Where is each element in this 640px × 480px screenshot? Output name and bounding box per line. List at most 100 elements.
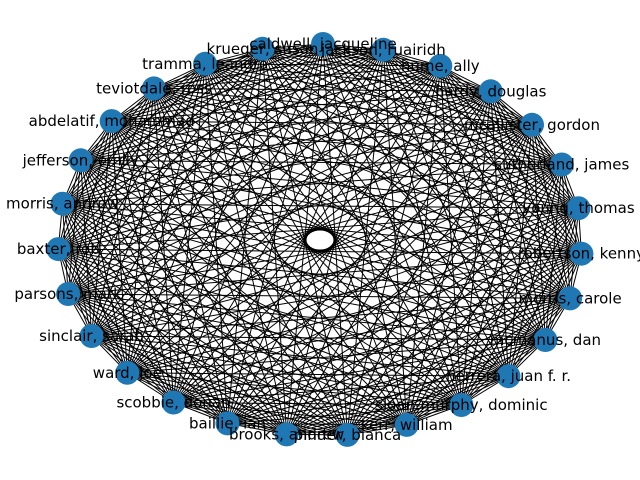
edge [262,48,562,165]
edge [68,293,571,299]
edge [346,124,533,436]
edge [67,293,228,424]
edge [561,164,571,299]
edge [57,120,113,250]
edge [67,293,174,403]
node-label: kerr, william [361,416,453,434]
edge [322,43,491,92]
edge [111,43,324,122]
node-label: krueger, susan [207,40,319,58]
edge [111,120,288,435]
edge [153,88,228,424]
graph-node [215,411,240,436]
node-label: teviotdale, ross [96,79,212,97]
edge [153,43,324,89]
edge [67,160,82,295]
graph-node [311,32,335,56]
edge [153,49,384,89]
node-label: morris, andrew [6,195,119,213]
edge [204,63,582,255]
edge [80,160,93,337]
edge [57,63,206,250]
edge [322,43,571,299]
edge [58,124,533,250]
edge [57,248,128,374]
edge [262,48,509,377]
edge [262,48,288,435]
graph-node [533,328,558,352]
edge [153,87,546,341]
edge [62,203,407,426]
node-label: ward, joe [93,364,162,382]
edge [57,43,324,250]
node-label: parsons, mark [14,285,122,303]
edge [67,63,206,295]
graph-node [50,191,75,216]
edge [262,48,582,255]
graph-node [558,286,583,311]
node-label: young, thomas [522,199,634,217]
edge [80,159,509,377]
edge [58,248,462,406]
edge [57,48,263,250]
edge [204,63,348,436]
edge [227,404,462,424]
edge [62,164,562,205]
edge [204,63,546,341]
graph-node [520,112,544,137]
node-label: hardy, douglas [435,82,547,100]
node-label: hume, ally [401,57,480,75]
edge [322,43,563,165]
node-label: sinclair, sarah [39,327,144,345]
edge [80,159,348,436]
edge [91,253,582,337]
edge [126,63,206,373]
edge [111,120,562,165]
edge [322,43,462,406]
node-label: pinder, bianca [294,426,401,444]
graph-node [250,36,275,61]
graph-node [115,360,140,385]
edge [127,372,348,436]
edge [111,120,408,426]
edge [91,65,441,337]
edge [62,203,287,435]
graph-node [141,76,166,101]
node-label: tramma, leandro [142,55,268,73]
edge [80,159,579,209]
edge [57,88,155,250]
edge [382,49,408,425]
edge [111,120,582,255]
node-layer [46,32,594,447]
edge [62,90,491,205]
edge [80,159,582,255]
edge [322,43,408,426]
edge [262,48,491,92]
edge [439,65,579,209]
edge [80,160,128,373]
edge [91,335,546,341]
edge [227,422,407,426]
graph-node [549,152,574,177]
edge [58,248,546,341]
graph-node [569,241,594,266]
edge [461,253,582,406]
edge [111,120,348,436]
edge [62,48,263,205]
edge [67,293,348,436]
edge [80,124,533,161]
node-label: sloan-murphy, dominic [375,396,547,414]
edge [322,43,546,341]
edge [322,43,579,209]
edge [91,335,287,435]
edge [382,49,509,377]
edge [67,43,324,295]
edge [80,63,206,161]
graph-node [99,109,124,134]
edge [62,203,546,341]
graph-node [496,364,521,389]
graph-node [335,422,360,447]
graph-node [193,51,218,76]
